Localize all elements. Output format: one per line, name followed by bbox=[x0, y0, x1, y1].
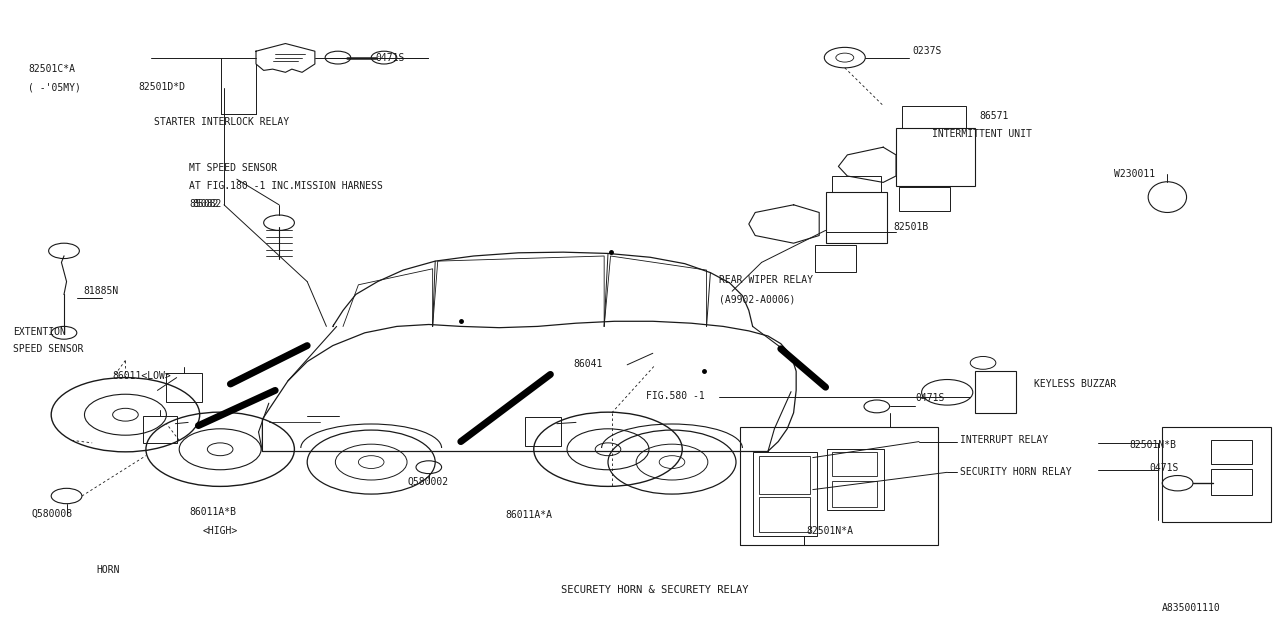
Bar bbox=[899, 187, 950, 211]
Text: 82501D*D: 82501D*D bbox=[138, 82, 186, 92]
Bar bbox=[902, 106, 966, 128]
Text: Q580008: Q580008 bbox=[32, 508, 73, 518]
Text: INTERMITTENT UNIT: INTERMITTENT UNIT bbox=[932, 129, 1032, 140]
Text: ( -'05MY): ( -'05MY) bbox=[28, 82, 81, 92]
Text: HORN: HORN bbox=[96, 564, 119, 575]
Text: 86011<LOW>: 86011<LOW> bbox=[113, 371, 172, 381]
Bar bbox=[815, 245, 856, 272]
Bar bbox=[143, 416, 177, 443]
Bar bbox=[1211, 440, 1252, 464]
Text: 86571: 86571 bbox=[979, 111, 1009, 122]
Bar bbox=[166, 373, 202, 402]
Text: 86041: 86041 bbox=[573, 358, 603, 369]
Text: W230011: W230011 bbox=[1114, 169, 1155, 179]
Text: 82501C*A: 82501C*A bbox=[28, 64, 76, 74]
Text: MT SPEED SENSOR: MT SPEED SENSOR bbox=[189, 163, 278, 173]
Text: 86011A*A: 86011A*A bbox=[506, 510, 553, 520]
Text: Q580002: Q580002 bbox=[407, 476, 448, 486]
Text: STARTER INTERLOCK RELAY: STARTER INTERLOCK RELAY bbox=[154, 116, 289, 127]
Bar bbox=[827, 449, 884, 510]
Text: 86011A*B: 86011A*B bbox=[189, 507, 237, 517]
Text: 81885N: 81885N bbox=[83, 286, 119, 296]
Bar bbox=[832, 481, 877, 507]
Text: FIG.580 -1: FIG.580 -1 bbox=[646, 390, 705, 401]
Bar bbox=[1211, 469, 1252, 495]
Text: KEYLESS BUZZAR: KEYLESS BUZZAR bbox=[1034, 379, 1116, 389]
Bar bbox=[753, 452, 817, 536]
Text: 82501N*A: 82501N*A bbox=[806, 526, 854, 536]
Text: 0471S: 0471S bbox=[1149, 463, 1179, 474]
Text: AT FIG.180 -1 INC.MISSION HARNESS: AT FIG.180 -1 INC.MISSION HARNESS bbox=[189, 180, 383, 191]
Text: SECURITY HORN RELAY: SECURITY HORN RELAY bbox=[960, 467, 1071, 477]
Bar bbox=[740, 427, 938, 545]
Bar bbox=[832, 176, 881, 192]
Bar bbox=[826, 192, 887, 243]
Text: <HIGH>: <HIGH> bbox=[202, 526, 238, 536]
Text: 82501B: 82501B bbox=[893, 222, 929, 232]
Text: A835001110: A835001110 bbox=[1162, 603, 1221, 613]
Text: SPEED SENSOR: SPEED SENSOR bbox=[13, 344, 83, 354]
Text: (A9902-A0006): (A9902-A0006) bbox=[719, 294, 796, 305]
Text: SECURETY HORN & SECURETY RELAY: SECURETY HORN & SECURETY RELAY bbox=[561, 585, 748, 595]
Bar bbox=[759, 497, 810, 532]
Bar bbox=[525, 417, 561, 446]
Text: 0471S: 0471S bbox=[375, 52, 404, 63]
Text: 85082: 85082 bbox=[189, 198, 219, 209]
Text: 0237S: 0237S bbox=[913, 46, 942, 56]
Text: 82501N*B: 82501N*B bbox=[1129, 440, 1176, 450]
Text: REAR WIPER RELAY: REAR WIPER RELAY bbox=[719, 275, 813, 285]
Bar bbox=[832, 452, 877, 476]
Text: INTERRUPT RELAY: INTERRUPT RELAY bbox=[960, 435, 1048, 445]
Bar bbox=[896, 128, 975, 186]
Text: 0471S: 0471S bbox=[915, 393, 945, 403]
Bar bbox=[975, 371, 1016, 413]
Text: 85082: 85082 bbox=[192, 198, 221, 209]
Text: EXTENTION: EXTENTION bbox=[13, 326, 65, 337]
Bar bbox=[759, 456, 810, 494]
Bar bbox=[1162, 427, 1271, 522]
